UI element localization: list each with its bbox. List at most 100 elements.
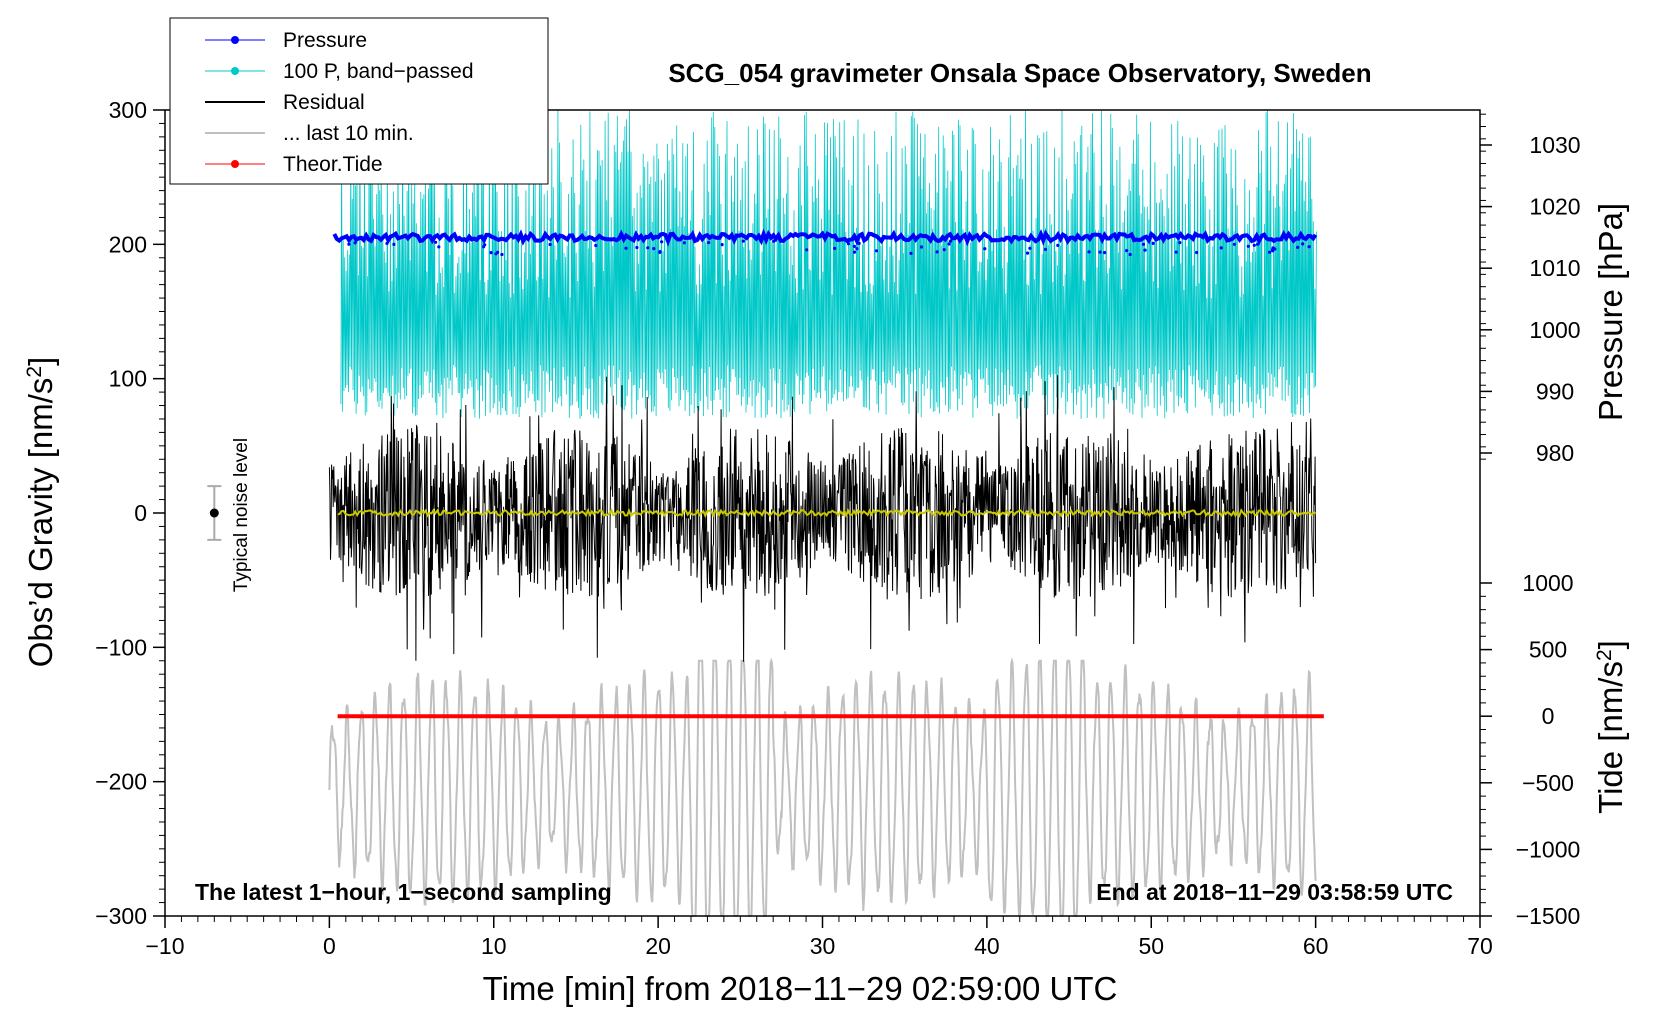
x-axis: −10 0 10 20 30 40 50 60 70 (145, 916, 1493, 959)
pressure-point (846, 242, 851, 246)
pressure-point (1125, 249, 1129, 253)
tide-tick-label: 500 (1529, 637, 1567, 663)
x-tick-label: 20 (645, 933, 671, 959)
annotation-sampling: The latest 1−hour, 1−second sampling (195, 879, 612, 905)
legend-marker (231, 67, 239, 75)
pressure-tick-label: 1020 (1529, 194, 1580, 220)
pressure-point (658, 250, 662, 254)
pressure-point (805, 248, 809, 252)
pressure-point (1043, 247, 1048, 251)
y-tick-label: 100 (109, 366, 147, 392)
pressure-point (437, 245, 441, 249)
y-tick-label: 200 (109, 231, 147, 257)
y-axis-pressure: 1030 1020 1010 1000 990 980 (1480, 113, 1581, 466)
pressure-point (1034, 240, 1038, 244)
pressure-point (772, 239, 776, 243)
pressure-point (852, 244, 857, 248)
y-axis-tide-title: Tide [nm/s2] (1592, 640, 1629, 814)
pressure-point (1143, 248, 1147, 252)
pressure-point (482, 245, 486, 249)
pressure-point (500, 252, 504, 257)
pressure-point (1301, 242, 1305, 246)
pressure-point (1098, 250, 1102, 254)
bandpassed-pressure-line (340, 110, 1317, 419)
legend-label: 100 P, band−passed (283, 60, 474, 83)
x-tick-label: 10 (481, 933, 507, 959)
x-tick-label: 30 (810, 933, 836, 959)
noise-bar-center (209, 508, 219, 518)
pressure-point (682, 241, 686, 245)
pressure-point (652, 247, 656, 251)
pressure-point (635, 245, 639, 250)
pressure-point (1141, 242, 1146, 246)
last-10-min-line (328, 657, 1317, 917)
pressure-point (1151, 241, 1155, 245)
legend-marker (231, 36, 239, 44)
tide-tick-label: −1500 (1516, 903, 1581, 929)
pressure-point (1195, 250, 1199, 255)
pressure-point (1026, 251, 1030, 255)
pressure-point (494, 252, 498, 256)
pressure-point (392, 242, 396, 246)
pressure-point (1271, 249, 1275, 253)
tide-tick-label: −500 (1522, 770, 1574, 796)
pressure-tick-label: 980 (1536, 440, 1574, 466)
x-tick-label: 50 (1138, 933, 1164, 959)
pressure-point (353, 241, 357, 245)
pressure-tick-label: 1010 (1529, 255, 1580, 281)
y-tick-label: −200 (95, 769, 147, 795)
noise-level-indicator: Typical noise level (207, 438, 252, 592)
x-tick-label: 0 (323, 933, 336, 959)
x-tick-label: 40 (974, 933, 1000, 959)
tide-tick-label: 0 (1542, 703, 1555, 729)
pressure-point (852, 250, 857, 254)
series-pressure (332, 228, 1318, 257)
y-tick-label: −100 (95, 634, 147, 660)
pressure-point (855, 247, 859, 251)
pressure-line (332, 228, 1318, 247)
pressure-point (1056, 243, 1060, 247)
pressure-point (1103, 251, 1107, 255)
y-axis-gravity: 300 200 100 0 −100 −200 −300 (95, 97, 165, 929)
pressure-point (660, 240, 664, 244)
residual-smoothed-line (337, 508, 1317, 519)
pressure-point (385, 241, 389, 245)
noise-level-label: Typical noise level (231, 438, 252, 592)
pressure-point (949, 239, 953, 243)
x-tick-label: −10 (145, 933, 184, 959)
y-axis-tide: 1000 500 0 −500 −1000 −1500 (1480, 570, 1580, 929)
pressure-point (1296, 245, 1300, 249)
legend: Pressure 100 P, band−passed Residual ... la… (169, 17, 549, 185)
x-tick-label: 60 (1303, 933, 1329, 959)
pressure-point (1219, 246, 1223, 250)
tide-tick-label: 1000 (1522, 570, 1573, 596)
pressure-tick-label: 990 (1536, 378, 1574, 404)
pressure-point (1246, 244, 1250, 248)
y-tick-label: 300 (109, 97, 147, 123)
pressure-point (434, 240, 438, 244)
legend-label: Theor.Tide (283, 153, 383, 176)
legend-label: ... last 10 min. (283, 122, 414, 145)
pressure-point (548, 242, 552, 247)
pressure-point (833, 246, 837, 250)
pressure-point (347, 242, 351, 246)
pressure-tick-label: 1030 (1529, 132, 1580, 158)
pressure-point (1028, 246, 1032, 250)
pressure-point (1252, 243, 1256, 247)
pressure-point (1174, 250, 1178, 254)
y-axis-gravity-title: Obs’d Gravity [nm/s2] (22, 357, 59, 668)
pressure-point (1255, 242, 1260, 246)
pressure-point (1273, 247, 1277, 251)
pressure-point (919, 245, 924, 249)
series-residual-smoothed (337, 508, 1317, 519)
y-tick-label: 0 (134, 500, 147, 526)
pressure-point (935, 250, 939, 254)
pressure-point (1268, 250, 1272, 254)
pressure-point (942, 248, 946, 252)
pressure-point (857, 241, 861, 245)
pressure-point (983, 247, 987, 251)
pressure-point (489, 251, 493, 255)
series-last-10-min (328, 657, 1317, 917)
annotation-end-time: End at 2018−11−29 03:58:59 UTC (1096, 879, 1453, 905)
y-axis-pressure-title: Pressure [hPa] (1592, 203, 1629, 421)
